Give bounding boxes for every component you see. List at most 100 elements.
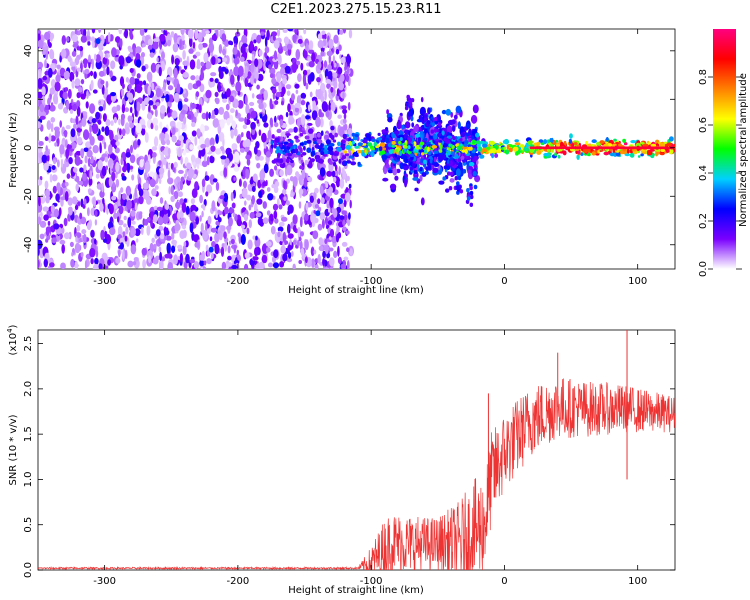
noise-blob — [317, 40, 324, 49]
noise-blob — [129, 106, 133, 114]
noise-blob — [311, 110, 318, 121]
noise-blob — [285, 200, 290, 206]
noise-blob — [331, 170, 336, 177]
noise-blob — [121, 83, 125, 89]
noise-blob — [148, 255, 152, 264]
noise-blob — [206, 156, 210, 166]
carrier-blob — [362, 139, 368, 144]
spread-blob — [404, 121, 411, 129]
noise-blob — [194, 111, 198, 118]
noise-blob — [152, 243, 157, 250]
noise-blob — [344, 61, 348, 71]
noise-blob — [317, 198, 321, 205]
noise-blob — [223, 192, 229, 203]
noise-blob — [230, 191, 234, 202]
noise-blob — [333, 62, 337, 68]
snr-panel: -300 -200 -100 0 100 0.00.51.01.52.02.5 Heig… — [6, 324, 676, 596]
noise-blob — [214, 91, 219, 98]
noise-blob — [280, 63, 287, 69]
noise-blob — [84, 68, 90, 75]
noise-blob — [124, 235, 128, 242]
noise-blob — [258, 129, 262, 136]
noise-blob — [281, 100, 284, 106]
carrier-blob — [434, 135, 438, 140]
carrier-blob — [393, 157, 397, 161]
noise-blob — [343, 123, 348, 131]
spread-blob — [420, 96, 424, 103]
carrier-blob — [536, 141, 541, 146]
carrier-blob — [336, 146, 342, 152]
noise-blob — [102, 57, 108, 65]
noise-blob — [95, 111, 101, 120]
noise-blob — [39, 220, 47, 228]
noise-blob — [44, 59, 47, 69]
noise-blob — [189, 36, 193, 48]
noise-blob — [167, 39, 172, 47]
noise-blob — [190, 198, 195, 205]
noise-blob — [89, 170, 93, 180]
noise-blob — [191, 188, 198, 199]
spread-blob — [382, 177, 389, 182]
spread-blob — [457, 175, 462, 181]
noise-blob — [311, 52, 316, 63]
noise-blob — [291, 251, 294, 257]
noise-blob — [230, 238, 235, 245]
noise-blob — [226, 225, 232, 231]
carrier-blob — [350, 161, 357, 166]
noise-blob — [297, 239, 300, 247]
noise-blob — [46, 161, 50, 167]
noise-blob — [200, 123, 205, 135]
noise-blob — [124, 249, 128, 260]
noise-blob — [141, 127, 146, 136]
noise-blob — [164, 235, 167, 241]
noise-blob — [119, 38, 123, 48]
noise-blob — [233, 57, 240, 65]
noise-blob — [258, 102, 264, 110]
carrier-blob — [344, 160, 348, 166]
noise-blob — [118, 190, 121, 202]
carrier-blob — [660, 148, 666, 153]
carrier-blob — [299, 132, 304, 137]
noise-blob — [165, 235, 172, 241]
noise-blob — [147, 38, 153, 47]
noise-blob — [83, 164, 87, 173]
noise-blob — [332, 55, 336, 65]
noise-blob — [282, 29, 288, 33]
noise-blob — [39, 103, 45, 113]
noise-blob — [118, 55, 125, 66]
noise-blob — [129, 68, 134, 73]
noise-blob — [183, 241, 187, 247]
noise-blob — [230, 108, 235, 114]
noise-blob — [59, 144, 65, 155]
noise-blob — [177, 100, 183, 111]
noise-blob — [300, 100, 306, 106]
noise-blob — [224, 241, 228, 252]
noise-blob — [158, 160, 162, 166]
carrier-blob — [282, 151, 286, 155]
noise-blob — [115, 161, 120, 173]
noise-blob — [149, 52, 155, 58]
noise-blob — [81, 229, 87, 235]
noise-blob — [43, 214, 49, 221]
noise-blob — [91, 40, 95, 49]
noise-blob — [38, 259, 40, 268]
noise-blob — [286, 90, 291, 96]
noise-blob — [214, 243, 220, 255]
carrier-blob — [475, 132, 480, 138]
spread-blob — [466, 188, 470, 193]
noise-blob — [262, 181, 268, 187]
spread-blob — [408, 102, 413, 107]
noise-blob — [100, 99, 104, 106]
noise-blob — [243, 213, 249, 222]
noise-blob — [89, 103, 96, 114]
noise-blob — [118, 29, 123, 35]
noise-blob — [81, 117, 87, 127]
noise-blob — [153, 205, 158, 211]
noise-blob — [343, 113, 347, 120]
noise-blob — [237, 91, 241, 96]
noise-blob — [337, 67, 343, 75]
noise-blob — [235, 31, 241, 37]
carrier-blob — [417, 153, 421, 157]
carrier-blob — [618, 143, 622, 147]
noise-blob — [223, 231, 227, 239]
